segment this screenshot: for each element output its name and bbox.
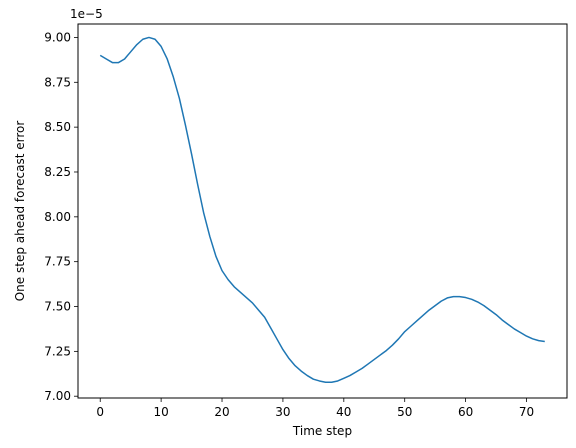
axes-frame bbox=[77, 23, 568, 399]
y-axis-label: One step ahead forecast error bbox=[13, 121, 27, 302]
y-axis-ticks: 7.00 7.25 7.50 7.75 8.00 8.25 8.50 8.75 9.00 bbox=[44, 30, 78, 403]
x-axis-label: Time step bbox=[292, 424, 352, 438]
x-tick-label: 0 bbox=[96, 405, 104, 419]
y-tick-label: 7.75 bbox=[44, 255, 71, 269]
y-tick-label: 7.25 bbox=[44, 344, 71, 358]
x-tick-label: 40 bbox=[336, 405, 351, 419]
x-tick-label: 10 bbox=[153, 405, 168, 419]
y-tick-label: 7.50 bbox=[44, 300, 71, 314]
x-axis-ticks: 0 10 20 30 40 50 60 70 bbox=[96, 398, 534, 419]
plot-area bbox=[99, 36, 545, 383]
x-tick-label: 50 bbox=[397, 405, 412, 419]
y-tick-label: 8.25 bbox=[44, 165, 71, 179]
series-line-0 bbox=[99, 36, 545, 383]
x-tick-label: 20 bbox=[214, 405, 229, 419]
x-tick-label: 60 bbox=[458, 405, 473, 419]
y-axis-offset-label: 1e−5 bbox=[70, 7, 103, 21]
y-tick-label: 8.50 bbox=[44, 120, 71, 134]
y-tick-label: 8.00 bbox=[44, 210, 71, 224]
y-tick-label: 9.00 bbox=[44, 30, 71, 44]
y-tick-label: 7.00 bbox=[44, 389, 71, 403]
x-tick-label: 70 bbox=[519, 405, 534, 419]
x-tick-label: 30 bbox=[275, 405, 290, 419]
y-tick-label: 8.75 bbox=[44, 75, 71, 89]
